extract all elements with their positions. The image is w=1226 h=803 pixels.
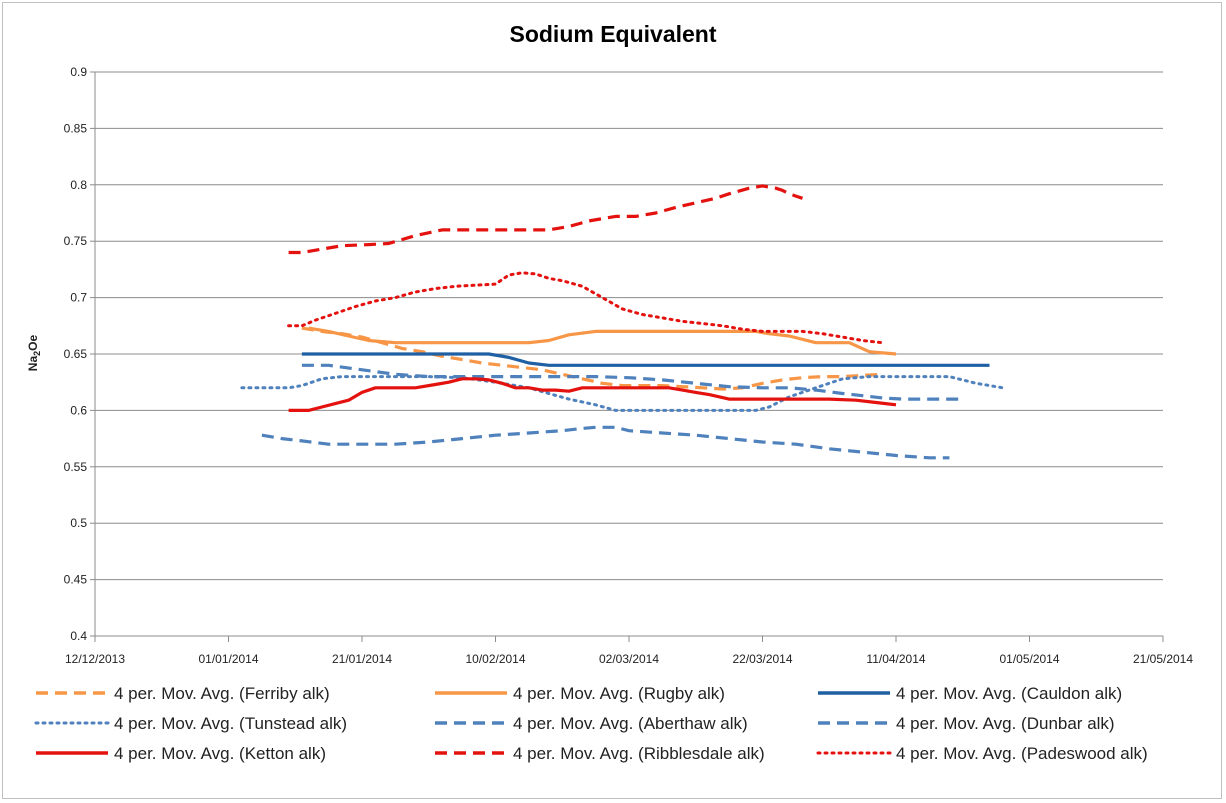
series-line [287, 271, 885, 345]
series-line [288, 377, 897, 412]
x-tick-label: 10/02/2014 [465, 652, 525, 666]
legend-label: 4 per. Mov. Avg. (Padeswood alk) [896, 744, 1148, 763]
legend-label: 4 per. Mov. Avg. (Ketton alk) [114, 744, 326, 763]
legend-label: 4 per. Mov. Avg. (Dunbar alk) [896, 714, 1115, 733]
legend: 4 per. Mov. Avg. (Ferriby alk) 4 per. Mov… [34, 684, 1148, 763]
y-tick-label: 0.6 [70, 403, 87, 417]
legend-label: 4 per. Mov. Avg. (Ribblesdale alk) [513, 744, 765, 763]
axes [94, 72, 1164, 642]
series-line [261, 425, 950, 460]
x-tick-label: 01/01/2014 [198, 652, 258, 666]
x-tick-label: 11/04/2014 [866, 652, 925, 666]
series-line [240, 375, 1005, 412]
chart-title: Sodium Equivalent [509, 21, 716, 47]
y-tick-labels: 0.4 0.45 0.5 0.55 0.6 0.65 0.7 0.75 0.8 0.85 0.9 [64, 65, 88, 643]
y-tick-label: 0.85 [64, 121, 88, 135]
series-line [301, 352, 990, 367]
legend-label: 4 per. Mov. Avg. (Ferriby alk) [114, 684, 330, 703]
y-tick-label: 0.75 [64, 234, 88, 248]
series-line [301, 363, 963, 401]
y-tick-label: 0.7 [70, 291, 87, 305]
x-tick-labels: 12/12/2013 01/01/2014 21/01/2014 10/02/2014… [65, 652, 1193, 666]
x-tick-label: 22/03/2014 [732, 652, 792, 666]
x-tick-label: 21/05/2014 [1133, 652, 1193, 666]
series-lines [240, 184, 1005, 460]
y-tick-label: 0.55 [64, 460, 88, 474]
series-line [301, 326, 883, 391]
y-tick-label: 0.4 [70, 629, 87, 643]
legend-label: 4 per. Mov. Avg. (Cauldon alk) [896, 684, 1122, 703]
y-tick-label: 0.5 [70, 516, 87, 530]
y-tick-label: 0.65 [64, 347, 88, 361]
gridlines [90, 71, 1163, 637]
y-tick-label: 0.9 [70, 65, 87, 79]
x-tick-label: 01/05/2014 [999, 652, 1059, 666]
series-line [288, 184, 804, 255]
legend-label: 4 per. Mov. Avg. (Aberthaw alk) [513, 714, 748, 733]
legend-label: 4 per. Mov. Avg. (Tunstead alk) [114, 714, 347, 733]
x-tick-label: 21/01/2014 [332, 652, 392, 666]
legend-label: 4 per. Mov. Avg. (Rugby alk) [513, 684, 725, 703]
x-tick-label: 12/12/2013 [65, 652, 125, 666]
y-axis-label: Na2Oe [26, 334, 42, 371]
series-line [308, 326, 897, 356]
x-tick-label: 02/03/2014 [599, 652, 659, 666]
y-tick-label: 0.8 [70, 178, 87, 192]
y-tick-label: 0.45 [64, 573, 88, 587]
